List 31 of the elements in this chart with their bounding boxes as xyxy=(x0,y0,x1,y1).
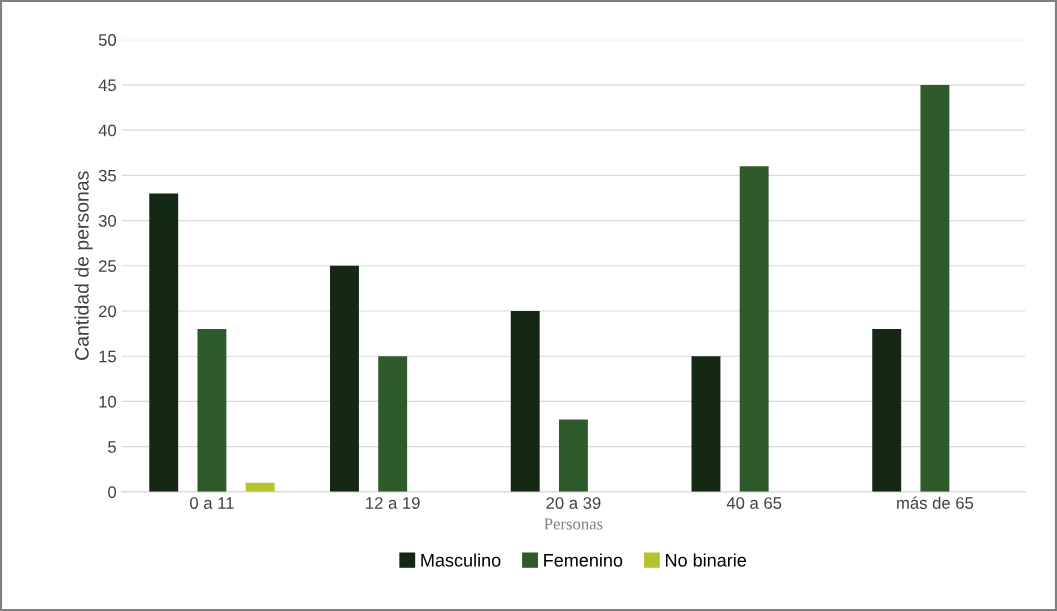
bar xyxy=(920,84,950,492)
y-tick-label: 25 xyxy=(99,260,116,272)
y-tick-label: 30 xyxy=(98,214,117,227)
y-tick-label: 50 xyxy=(98,34,117,46)
bar xyxy=(197,329,227,492)
y-tick-label: 40 xyxy=(98,124,117,137)
y-tick-label: 45 xyxy=(98,79,116,92)
bar xyxy=(739,166,769,492)
x-tick-label: 20 a 39 xyxy=(546,497,601,509)
bar xyxy=(330,265,359,492)
bar xyxy=(510,311,540,492)
y-tick-label: 15 xyxy=(99,350,116,363)
legend-label: Femenino xyxy=(544,553,623,567)
y-tick-label: 20 xyxy=(99,305,117,318)
x-tick-label: 12 a 19 xyxy=(366,497,420,509)
bar xyxy=(558,419,588,492)
y-tick-label: 0 xyxy=(108,486,117,499)
x-tick-label: 40 a 65 xyxy=(726,497,782,509)
y-axis-title: Cantidad de personas xyxy=(74,171,93,360)
x-tick-label: más de 65 xyxy=(897,496,974,509)
x-axis-title: Personas xyxy=(544,518,603,530)
bar xyxy=(872,329,902,492)
y-tick-label: 35 xyxy=(98,169,116,182)
y-tick-label: 10 xyxy=(99,395,117,408)
legend-label: No binarie xyxy=(666,553,747,567)
y-tick-label: 5 xyxy=(108,441,116,453)
x-tick-label: 0 a 11 xyxy=(190,497,234,509)
legend-label: Masculino xyxy=(421,553,501,567)
bar xyxy=(378,356,408,492)
bar xyxy=(691,356,721,492)
bar xyxy=(149,193,179,492)
